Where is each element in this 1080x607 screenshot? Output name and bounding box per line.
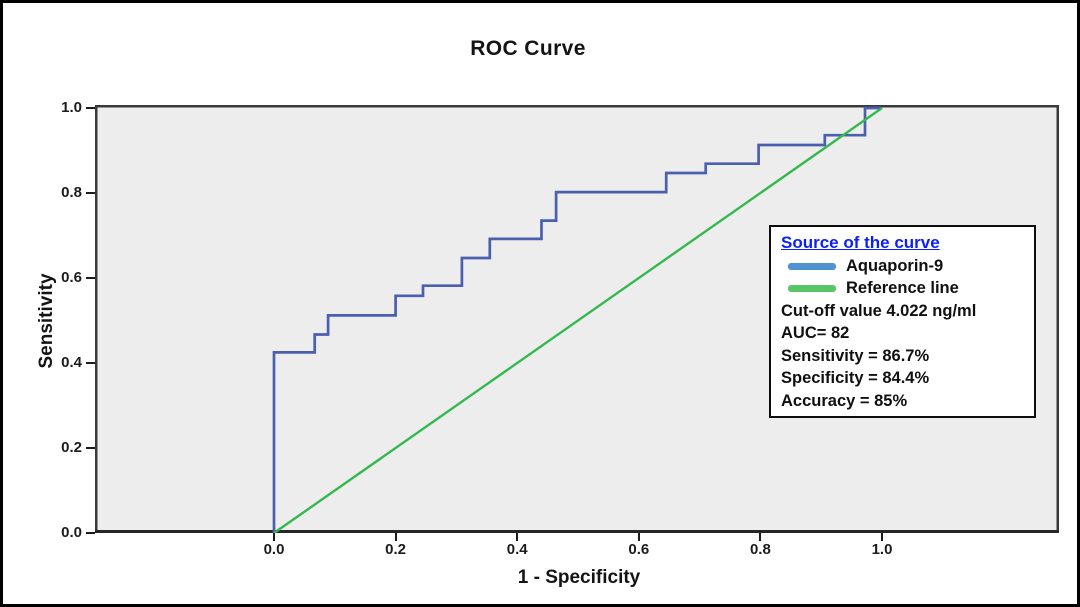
y-tick-mark [86, 447, 95, 449]
x-tick-mark [881, 533, 883, 541]
legend-box: Source of the curve Aquaporin-9 Referenc… [769, 225, 1036, 418]
x-tick-label: 0.0 [263, 541, 285, 558]
legend-stat-specificity: Specificity = 84.4% [781, 369, 930, 388]
y-tick-label: 1.0 [61, 99, 82, 116]
y-tick-mark [86, 362, 95, 364]
x-tick-label: 0.6 [628, 541, 650, 558]
x-tick-mark [759, 533, 762, 541]
y-tick-mark [86, 192, 95, 194]
x-tick-label: 0.8 [749, 541, 771, 558]
chart-title: ROC Curve [470, 37, 586, 60]
y-tick-mark [86, 277, 95, 279]
x-tick-mark [516, 533, 519, 541]
reference-line [273, 107, 883, 534]
reference-line-swatch-icon [788, 285, 836, 293]
y-tick-label: 0.4 [61, 354, 82, 371]
x-tick-mark [273, 533, 275, 541]
legend-stat-cutoff: Cut-off value 4.022 ng/ml [781, 301, 977, 320]
legend-entry-reference-line: Reference line [781, 279, 1026, 297]
legend-title: Source of the curve [781, 233, 940, 252]
x-axis-label: 1 - Specificity [517, 567, 641, 588]
legend-entry-aquaporin-9: Aquaporin-9 [781, 257, 1026, 275]
y-tick-mark [86, 107, 95, 109]
y-tick-label: 0.6 [61, 269, 82, 286]
legend-entry-label: Aquaporin-9 [846, 257, 944, 276]
x-tick-label: 0.4 [506, 541, 528, 558]
legend-stat-accuracy: Accuracy = 85% [781, 391, 908, 410]
x-tick-label: 1.0 [871, 541, 893, 558]
x-tick-mark [637, 533, 640, 541]
y-tick-label: 0.2 [61, 439, 82, 456]
y-tick-mark [86, 532, 95, 534]
x-tick-mark [394, 533, 397, 541]
y-tick-label: 0.0 [61, 524, 82, 541]
aquaporin-9-line-swatch-icon [788, 262, 836, 270]
legend-entry-label: Reference line [846, 279, 959, 298]
legend-stat-auc: AUC= 82 [781, 324, 850, 343]
y-tick-label: 0.8 [61, 184, 82, 201]
roc-curve-aquaporin-9 [272, 106, 882, 533]
x-tick-label: 0.2 [385, 541, 407, 558]
legend-stat-sensitivity: Sensitivity = 86.7% [781, 346, 930, 365]
